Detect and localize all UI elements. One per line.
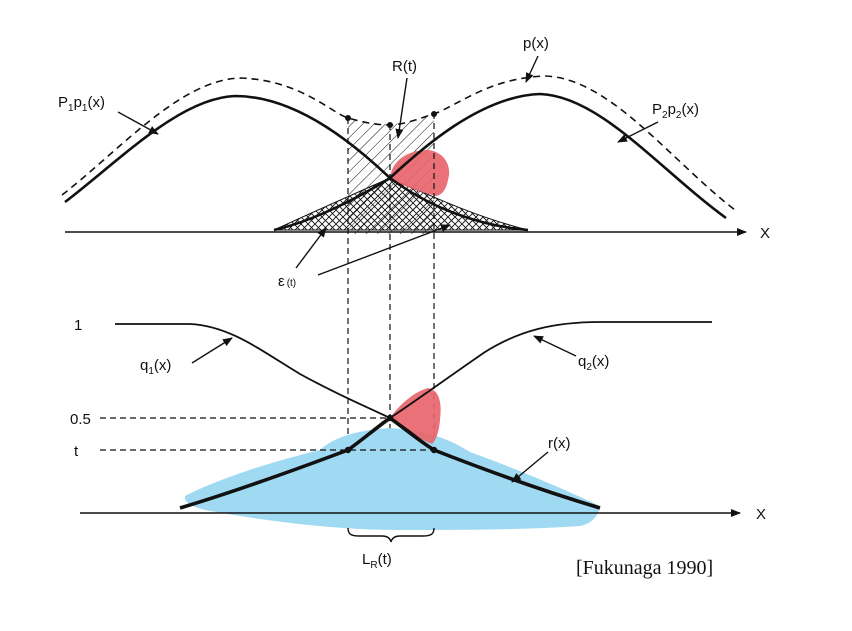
class2-label: P2p2(x): [652, 101, 699, 121]
reject-width-label: LR(t): [362, 551, 392, 571]
top-axis-label: X: [760, 225, 770, 242]
r-point-center: [386, 414, 394, 422]
mixture-label: p(x): [523, 35, 549, 52]
mixture-point-left: [345, 115, 351, 121]
class1-label: P1p1(x): [58, 94, 105, 114]
class2-label-arrow: [617, 121, 659, 143]
mixture-point-center: [387, 122, 393, 128]
class2-density-curve: [273, 92, 727, 232]
bottom-axis-label: X: [756, 506, 766, 523]
red-highlight-bottom: [390, 388, 441, 444]
class1-label-arrow: [117, 111, 159, 135]
error-label: ε (t): [278, 273, 296, 290]
error-arrow-right: [317, 224, 451, 276]
q1-label-arrow: [191, 337, 233, 364]
r-point-right: [430, 446, 438, 454]
class1-density-curve: [64, 94, 529, 232]
reject-width-brace: [347, 527, 435, 543]
blue-highlight-bottom: [184, 428, 601, 530]
reject-region-label: R(t): [392, 58, 417, 75]
citation: [Fukunaga 1990]: [576, 557, 713, 579]
y-tick-t: t: [74, 443, 79, 460]
r-point-left: [344, 446, 352, 454]
r-label-arrow: [511, 451, 549, 483]
y-tick-0-5: 0.5: [70, 411, 91, 428]
q2-label-arrow: [533, 335, 577, 357]
y-tick-1: 1: [74, 317, 82, 334]
q2-label: q2(x): [578, 353, 609, 373]
q1-label: q1(x): [140, 357, 171, 377]
mixture-label-arrow: [525, 55, 539, 83]
mixture-point-right: [431, 111, 437, 117]
reject-region-arrow: [395, 77, 408, 139]
error-arrow-left: [295, 227, 327, 269]
r-label: r(x): [548, 435, 571, 452]
